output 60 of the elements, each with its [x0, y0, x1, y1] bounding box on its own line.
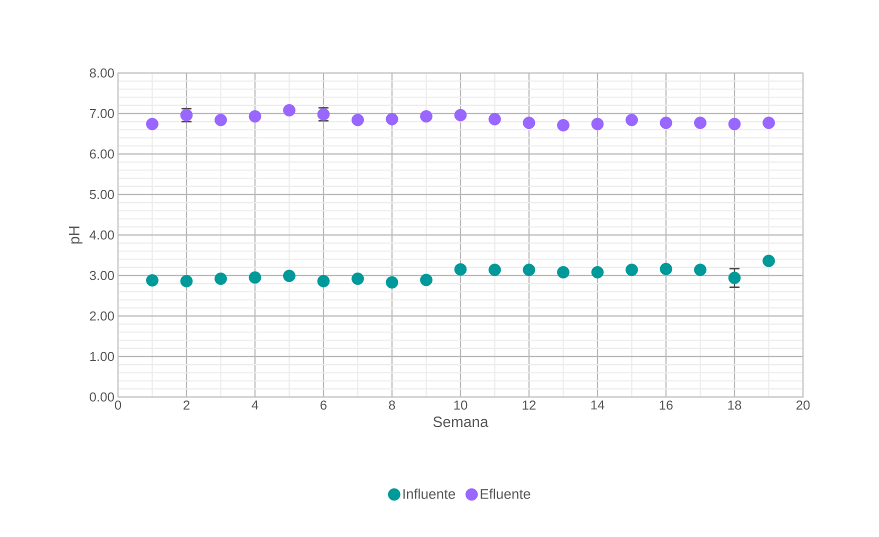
x-tick-label: 0: [114, 400, 122, 410]
point: [591, 266, 604, 278]
point: [488, 112, 501, 126]
point: [454, 108, 467, 122]
point: [660, 116, 672, 130]
point: [557, 266, 570, 278]
point: [180, 274, 193, 288]
y-tick-label: 7.00: [90, 108, 114, 118]
point: [214, 114, 227, 126]
x-tick-label: 8: [388, 400, 396, 410]
point: [522, 264, 536, 276]
y-tick-label: 6.00: [90, 149, 114, 159]
point: [694, 264, 706, 276]
x-tick-label: 16: [660, 400, 673, 410]
point: [146, 274, 158, 287]
point: [352, 114, 364, 126]
x-tick-label: 4: [252, 400, 258, 410]
point: [591, 118, 604, 130]
point: [694, 116, 706, 130]
point: [557, 119, 570, 132]
y-tick-label: 8.00: [90, 68, 114, 78]
x-tick-label: 12: [522, 400, 536, 410]
point: [762, 254, 775, 268]
x-tick-label: 20: [796, 400, 810, 410]
y-axis-title: pH: [69, 226, 82, 244]
x-tick-label: 6: [320, 400, 327, 410]
point: [248, 271, 262, 284]
y-tick-label: 0.00: [90, 392, 114, 402]
point: [283, 104, 296, 116]
y-tick-label: 3.00: [90, 270, 114, 280]
x-tick-label: 18: [728, 400, 742, 410]
point: [626, 264, 638, 276]
point: [626, 114, 638, 126]
point: [660, 262, 672, 276]
x-tick-label: 10: [454, 400, 468, 410]
point: [420, 110, 432, 123]
x-tick-label: 14: [591, 400, 604, 410]
legend-label: Influente: [403, 488, 456, 499]
point: [420, 274, 432, 286]
y-tick-label: 4.00: [90, 230, 114, 240]
point: [248, 110, 262, 123]
point: [317, 274, 330, 288]
y-tick-label: 2.00: [90, 311, 114, 321]
point: [762, 116, 775, 130]
point: [522, 116, 536, 130]
point: [352, 272, 364, 285]
x-tick-label: 2: [184, 400, 190, 410]
x-axis-title: Semana: [433, 416, 488, 428]
point: [454, 263, 467, 276]
point: [386, 112, 398, 126]
legend-label: Efluente: [480, 488, 530, 499]
y-tick-label: 1.00: [90, 352, 114, 362]
point: [214, 272, 227, 285]
point: [488, 264, 501, 276]
point: [146, 118, 158, 130]
point: [386, 276, 398, 289]
point: [283, 270, 296, 282]
point: [728, 118, 741, 130]
point: [728, 272, 741, 284]
y-tick-label: 5.00: [90, 190, 114, 200]
